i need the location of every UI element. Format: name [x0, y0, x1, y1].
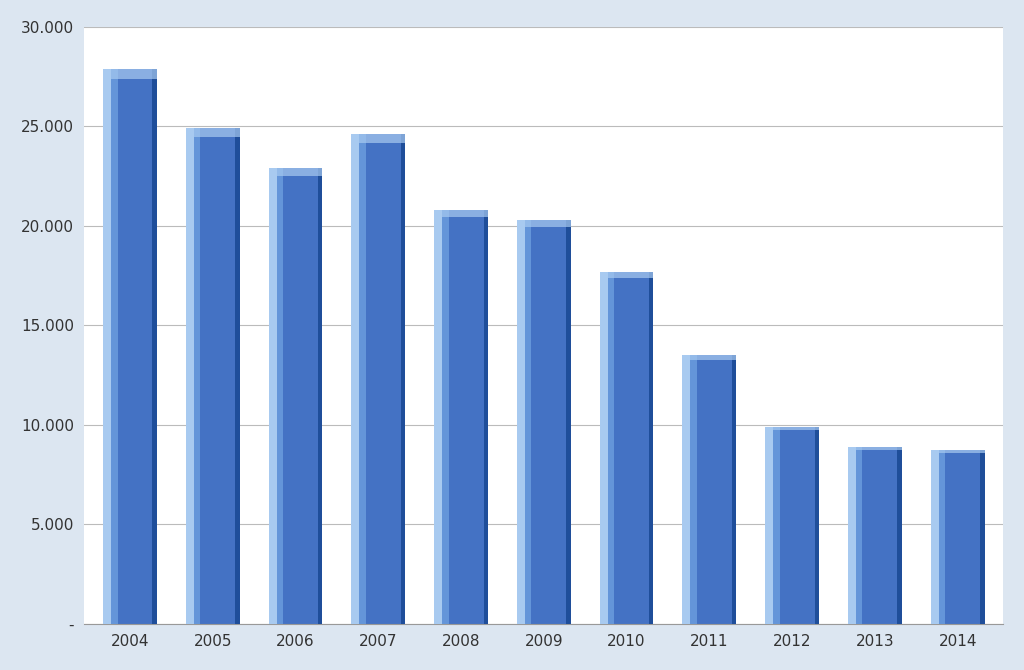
Bar — [351, 134, 359, 624]
Bar — [682, 355, 690, 624]
Bar — [359, 134, 366, 624]
Bar — [236, 129, 240, 624]
Bar — [268, 168, 276, 624]
Bar — [649, 271, 653, 624]
Bar — [897, 447, 902, 624]
Bar — [600, 271, 653, 278]
Bar — [351, 134, 406, 624]
Bar — [765, 427, 819, 624]
Bar — [566, 220, 570, 624]
Bar — [815, 427, 819, 624]
Bar — [268, 168, 323, 176]
Bar — [690, 355, 697, 624]
Bar — [939, 450, 945, 624]
Bar — [848, 447, 902, 624]
Bar — [525, 220, 531, 624]
Bar — [194, 129, 201, 624]
Bar — [856, 447, 862, 624]
Bar — [483, 210, 487, 624]
Bar — [434, 210, 487, 624]
Bar — [517, 220, 570, 624]
Bar — [848, 447, 902, 450]
Bar — [276, 168, 283, 624]
Bar — [185, 129, 240, 624]
Bar — [434, 210, 487, 217]
Bar — [682, 355, 736, 624]
Bar — [517, 220, 525, 624]
Bar — [103, 68, 111, 624]
Bar — [931, 450, 984, 453]
Bar — [765, 427, 819, 430]
Bar — [848, 447, 856, 624]
Bar — [103, 68, 157, 78]
Bar — [351, 134, 406, 143]
Bar — [103, 68, 157, 624]
Bar — [600, 271, 607, 624]
Bar — [732, 355, 736, 624]
Bar — [607, 271, 614, 624]
Bar — [111, 68, 118, 624]
Bar — [980, 450, 984, 624]
Bar — [185, 129, 194, 624]
Bar — [153, 68, 157, 624]
Bar — [268, 168, 323, 624]
Bar — [931, 450, 939, 624]
Bar — [442, 210, 449, 624]
Bar — [931, 450, 984, 624]
Bar — [517, 220, 570, 227]
Bar — [600, 271, 653, 624]
Bar — [400, 134, 406, 624]
Bar — [318, 168, 323, 624]
Bar — [773, 427, 779, 624]
Bar — [434, 210, 442, 624]
Bar — [682, 355, 736, 360]
Bar — [765, 427, 773, 624]
Bar — [185, 129, 240, 137]
